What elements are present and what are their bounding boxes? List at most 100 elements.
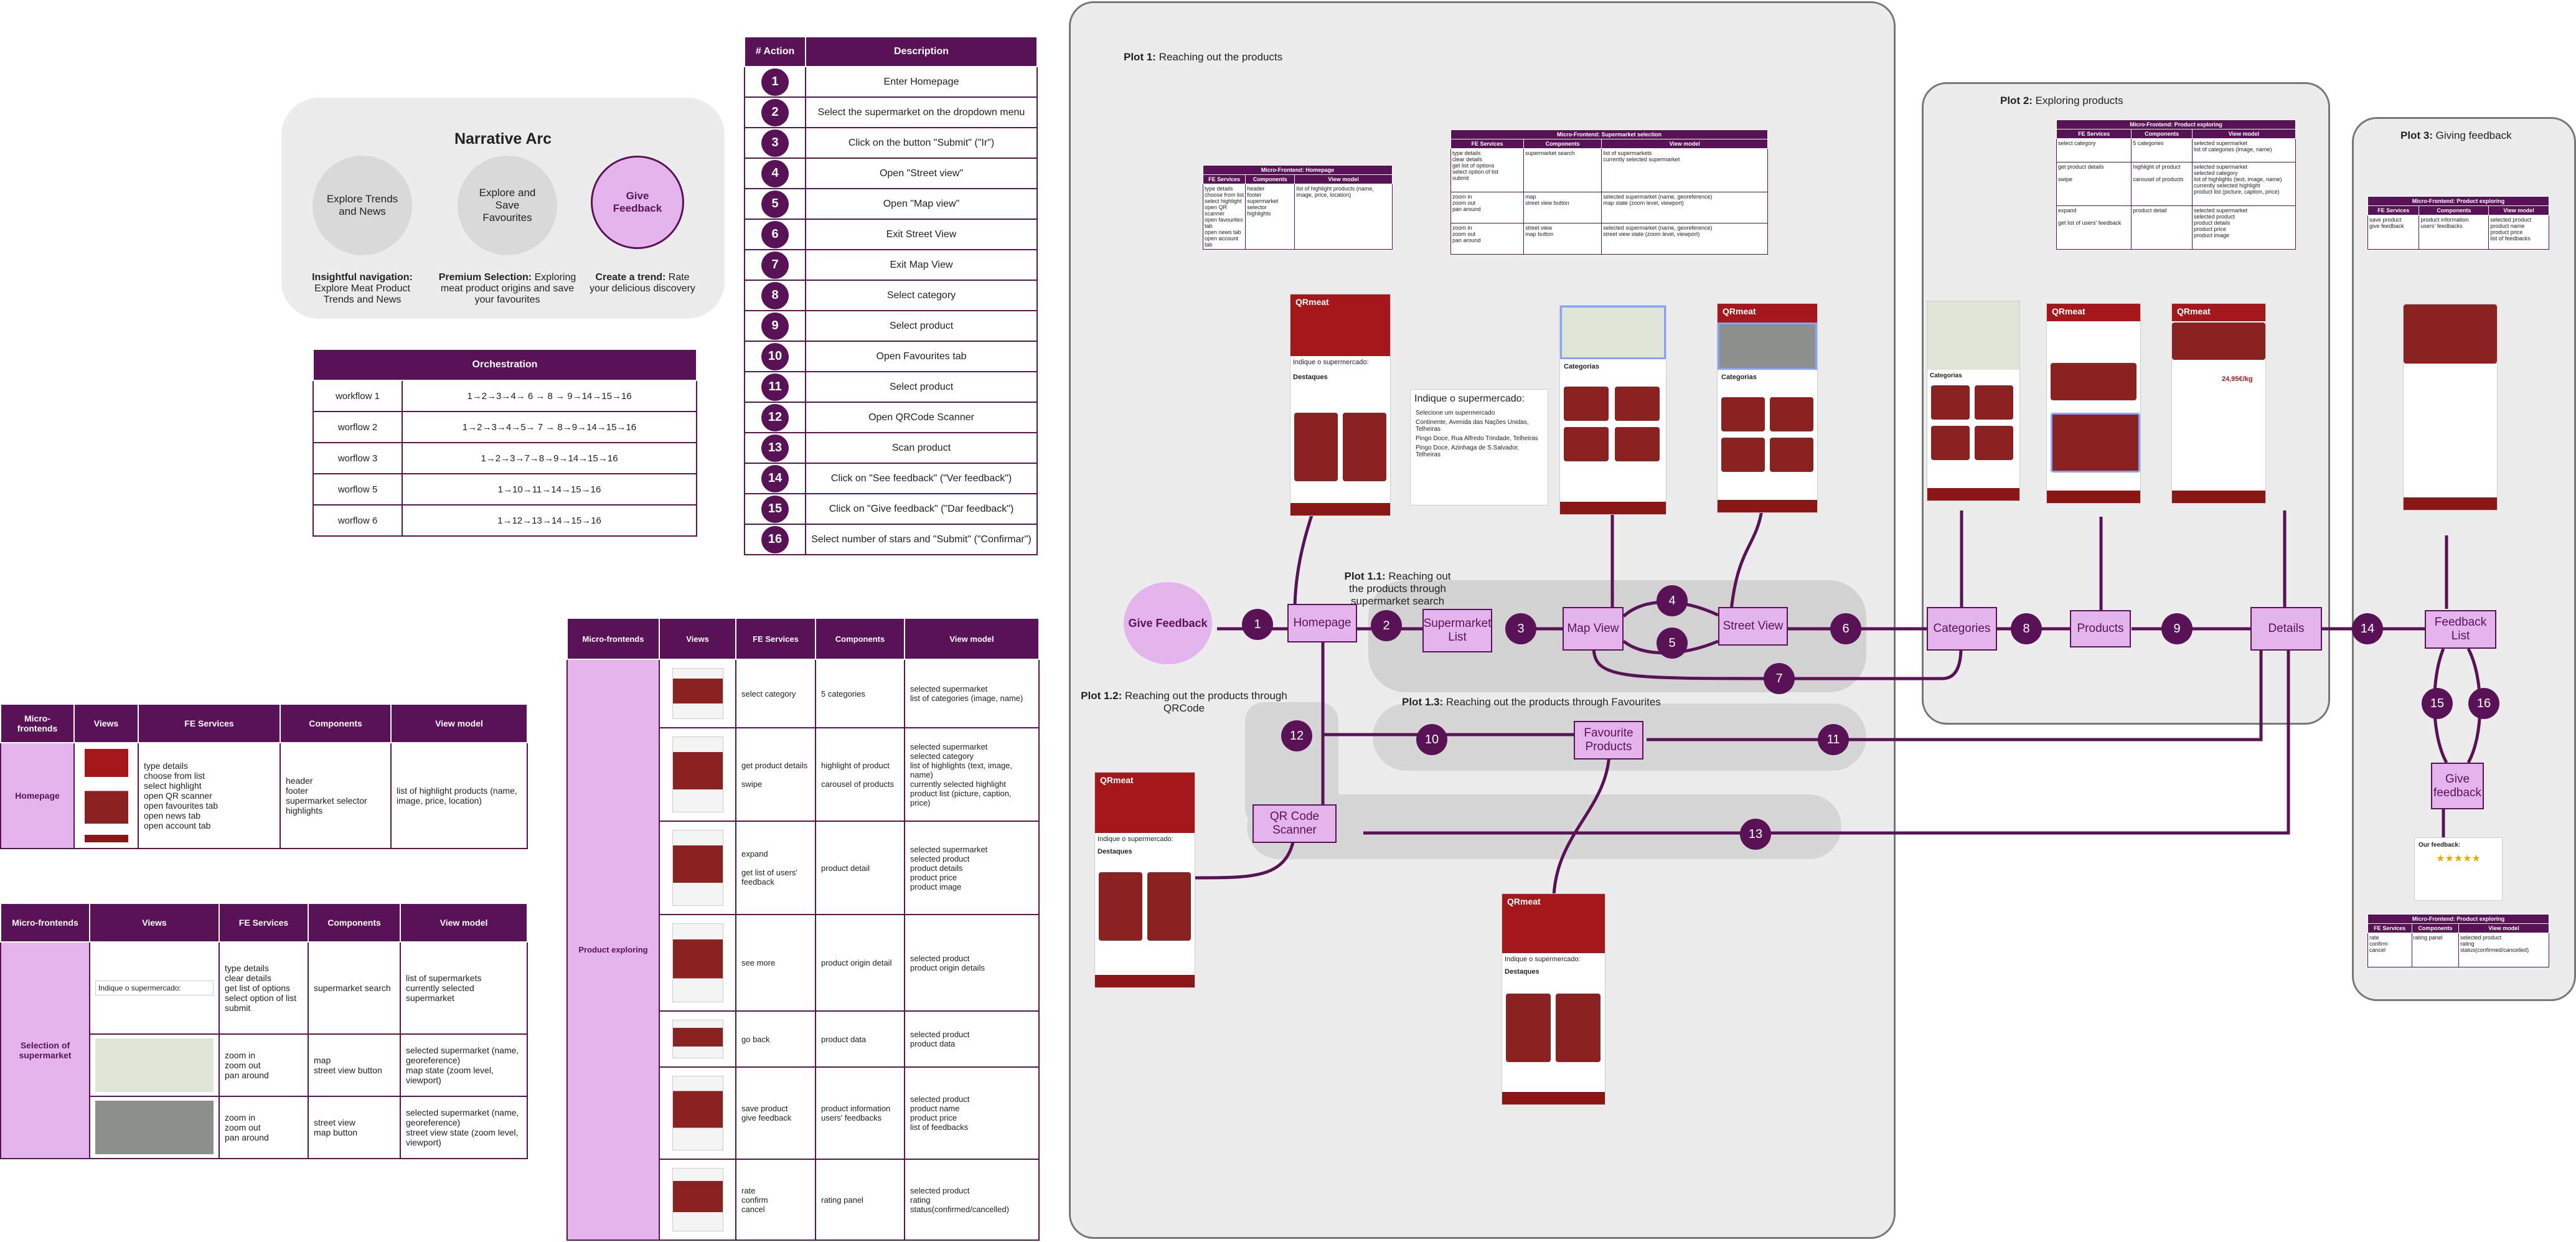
action-number-badge: 3 [761, 129, 789, 157]
feedback-list-node[interactable]: Feedback List [2425, 610, 2496, 649]
phone-categories: Categorias [1927, 301, 2020, 501]
action-description: Open "Map view" [805, 188, 1038, 220]
table-row: 8 Select category [744, 280, 1038, 311]
phone-map: Categorias [1559, 305, 1666, 515]
actions-col-desc: Description [805, 36, 1038, 67]
table-row: 11 Select product [744, 371, 1038, 403]
narrative-circle-feedback: Give Feedback [591, 156, 684, 249]
step-number: 16 [2468, 688, 2499, 719]
details-node[interactable]: Details [2250, 607, 2322, 651]
action-description: Click on "See feedback" ("Ver feedback") [805, 463, 1038, 494]
table-row: 12 Open QRCode Scanner [744, 402, 1038, 433]
action-number-badge: 8 [761, 281, 789, 309]
phone-favourites: QRmeat Indique o supermercado: Destaques [1502, 893, 1605, 1105]
action-number-badge: 7 [761, 251, 789, 279]
mf-homepage-table: Micro-frontends Views FE Services Compon… [0, 703, 528, 849]
selection-view-search: Indique o supermercado: [89, 941, 220, 1035]
table-row: worflow 2 1→2→3→4→5→ 7 → 8→9→14→15→16 [313, 411, 697, 443]
step-number: 15 [2422, 688, 2453, 719]
action-description: Exit Map View [805, 249, 1038, 281]
table-row: worflow 3 1→2→3→7→8→9→14→15→16 [313, 442, 697, 474]
action-description: Select the supermarket on the dropdown m… [805, 96, 1038, 128]
favourite-products-node[interactable]: Favourite Products [1574, 721, 1643, 760]
table-row: 15 Click on "Give feedback" ("Dar feedbac… [744, 493, 1038, 525]
plot13-label: Plot 1.3: Reaching out the products thro… [1402, 696, 1661, 708]
action-number-badge: 6 [761, 220, 789, 248]
table-row: 3 Click on the button "Submit" ("Ir") [744, 127, 1038, 159]
step-number: 13 [1740, 819, 1771, 850]
narrative-arc-panel: Narrative Arc Explore Trends and News Ex… [281, 98, 725, 319]
action-description: Click on "Give feedback" ("Dar feedback"… [805, 493, 1038, 525]
phone-qr: QRmeat Indique o supermercado: Destaques [1094, 772, 1195, 988]
step-number: 1 [1242, 609, 1273, 640]
table-row: Product exploring select category 5 catego… [566, 659, 1040, 1241]
action-number-badge: 10 [761, 342, 789, 370]
table-row: 9 Select product [744, 310, 1038, 342]
mini-table-feedback: Micro-Frontend: Product exploring FE Ser… [2367, 196, 2549, 250]
narrative-circle-favourites: Explore and Save Favourites [458, 156, 557, 255]
action-description: Select product [805, 310, 1038, 342]
narrative-caption-1: Insightful navigation: Explore Meat Prod… [312, 272, 413, 305]
table-row: 2 Select the supermarket on the dropdown … [744, 96, 1038, 128]
step-number: 12 [1281, 720, 1312, 751]
orchestration-title: Orchestration [313, 349, 697, 381]
action-description: Enter Homepage [805, 66, 1038, 98]
table-row: worflow 5 1→10→11→14→15→16 [313, 473, 697, 506]
phone-dropdown: Indique o supermercado: Selecione um sup… [1410, 389, 1548, 506]
action-description: Exit Street View [805, 219, 1038, 250]
mf-selection-name: Selection of supermarket [0, 941, 90, 1159]
phone-homepage: QRmeat Indique o supermercado: Destaques [1290, 294, 1391, 516]
table-row: worflow 6 1→12→13→14→15→16 [313, 504, 697, 537]
map-view-node[interactable]: Map View [1563, 607, 1624, 651]
step-number: 7 [1764, 663, 1795, 694]
action-number-badge: 5 [761, 190, 789, 218]
street-view-node[interactable]: Street View [1718, 607, 1788, 646]
homepage-node[interactable]: Homepage [1287, 604, 1357, 642]
product-view-thumb [659, 1159, 736, 1241]
qr-scanner-node[interactable]: QR Code Scanner [1253, 804, 1337, 843]
step-number: 2 [1371, 610, 1402, 641]
categories-node[interactable]: Categories [1927, 607, 1997, 651]
product-view-thumb [659, 914, 736, 1012]
mini-table-product: Micro-Frontend: Product exploring FE Ser… [2056, 120, 2296, 250]
table-row: 16 Select number of stars and "Submit" ("… [744, 524, 1038, 555]
step-number: 9 [2161, 613, 2193, 644]
action-description: Select number of stars and "Submit" ("Co… [805, 524, 1038, 555]
mf-product-name: Product exploring [566, 659, 660, 1241]
plot2-label: Plot 2: Exploring products [2000, 95, 2123, 106]
actions-col-action: # Action [744, 36, 806, 67]
give-feedback-node[interactable]: Give feedback [2431, 763, 2484, 809]
step-number: 14 [2352, 613, 2383, 644]
plot12-label: Plot 1.2: Reaching out the products thro… [1081, 690, 1287, 714]
plot11-label: Plot 1.1: Reaching out the products thro… [1344, 570, 1451, 607]
action-description: Click on the button "Submit" ("Ir") [805, 127, 1038, 159]
action-number-badge: 16 [761, 525, 789, 553]
table-row: 5 Open "Map view" [744, 188, 1038, 220]
action-number-badge: 11 [761, 373, 789, 401]
mf-product-table: Micro-frontends Views FE Services Compon… [566, 618, 1040, 1241]
action-number-badge: 15 [761, 495, 789, 523]
action-description: Open Favourites tab [805, 341, 1038, 372]
action-number-badge: 4 [761, 159, 789, 187]
step-number: 8 [2011, 613, 2042, 644]
give-feedback-start-node[interactable]: Give Feedback [1124, 582, 1212, 664]
action-description: Open QRCode Scanner [805, 402, 1038, 433]
orchestration-table: Orchestration workflow 1 1→2→3→4→ 6 → 8 →… [313, 349, 697, 537]
table-row: 4 Open "Street view" [744, 158, 1038, 189]
plot3-label: Plot 3: Giving feedback [2400, 129, 2512, 141]
actions-table: # Action Description 1 Enter Homepage 2 Sele… [744, 36, 1038, 555]
phone-street: QRmeat Categorias [1717, 303, 1818, 513]
product-view-thumb [659, 1010, 736, 1068]
table-row: get product details swipe highlight of pr… [567, 727, 1040, 822]
action-description: Select category [805, 280, 1038, 311]
star-rating-icon[interactable]: ★★★★★ [2436, 854, 2481, 864]
supermarket-list-node[interactable]: Supermarket List [1422, 609, 1492, 652]
homepage-view-thumb [73, 742, 139, 849]
product-view-thumb [659, 821, 736, 915]
table-row: 13 Scan product [744, 432, 1038, 464]
table-row: expand get list of users' feedback produc… [567, 821, 1040, 915]
products-node[interactable]: Products [2070, 610, 2131, 647]
selection-view-map [89, 1033, 220, 1097]
action-number-badge: 9 [761, 312, 789, 340]
step-number: 10 [1416, 724, 1447, 755]
